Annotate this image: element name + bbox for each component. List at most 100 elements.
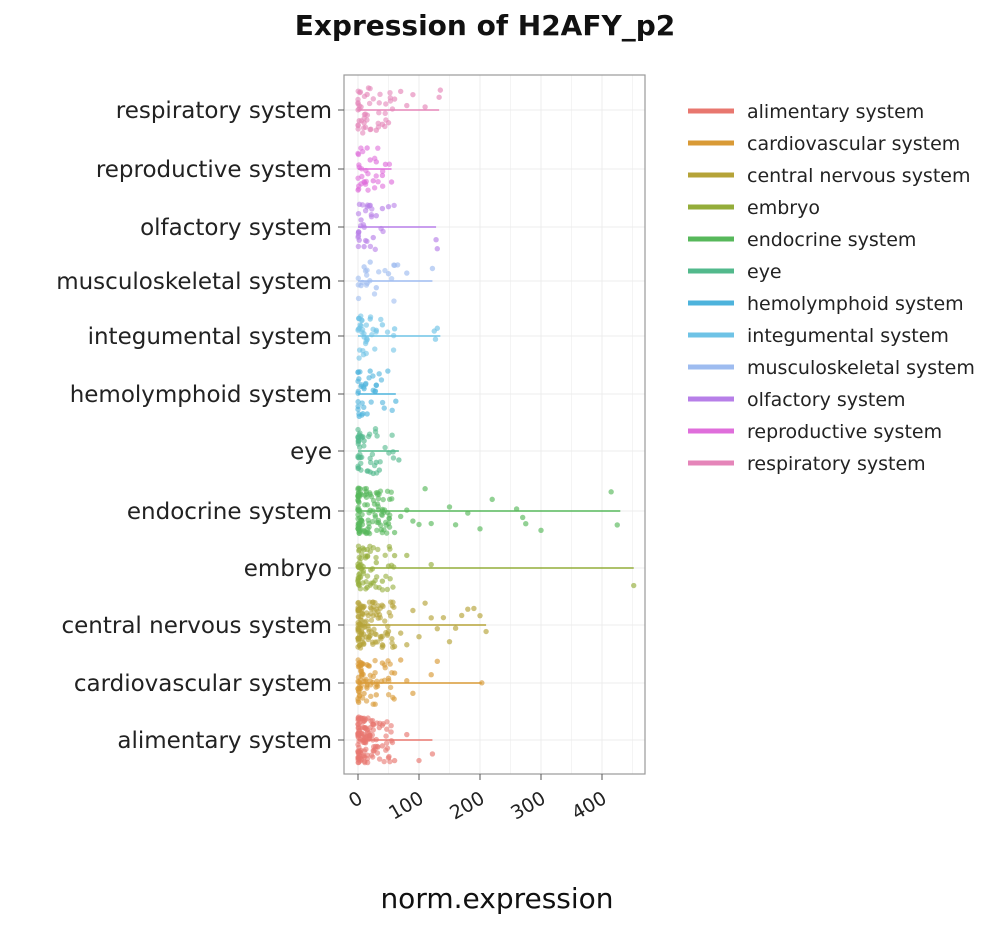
data-point [361, 438, 367, 444]
data-point [359, 511, 365, 518]
legend-item: alimentary system [688, 101, 924, 123]
data-point [523, 521, 529, 527]
data-point [356, 607, 362, 614]
y-tick-label: cardiovascular system [74, 671, 332, 697]
data-point [361, 547, 367, 553]
data-point [388, 737, 395, 744]
legend-item: embryo [688, 197, 820, 219]
data-point [428, 520, 434, 527]
data-point [358, 104, 364, 110]
data-point [387, 98, 394, 104]
data-point [374, 750, 381, 756]
data-point [440, 614, 447, 621]
data-point [394, 262, 401, 268]
data-point [361, 179, 367, 185]
data-point [370, 580, 376, 586]
data-point [387, 684, 394, 691]
data-point [379, 660, 386, 666]
data-point [362, 268, 369, 274]
data-point [387, 661, 393, 667]
data-point [358, 747, 364, 754]
data-point [372, 512, 378, 518]
data-point [372, 657, 378, 664]
data-point [355, 378, 361, 384]
data-point [376, 467, 383, 473]
data-point [477, 526, 483, 532]
data-point [379, 578, 386, 584]
data-point [355, 388, 362, 395]
data-point [608, 489, 614, 495]
legend-item: eye [688, 261, 782, 283]
data-point [379, 506, 386, 513]
data-point [379, 642, 386, 648]
legend-item: hemolymphoid system [688, 293, 964, 315]
data-point [379, 168, 386, 174]
data-point [388, 489, 394, 495]
data-point [381, 405, 387, 411]
data-point [422, 600, 428, 606]
data-point [374, 678, 380, 685]
data-point [360, 125, 367, 131]
series-alimentary-system [355, 714, 436, 766]
data-point [483, 628, 489, 635]
data-point [379, 743, 386, 749]
data-point [358, 666, 364, 672]
data-point [382, 161, 389, 168]
data-point [364, 145, 370, 151]
data-point [375, 495, 382, 502]
data-point [367, 126, 373, 133]
data-point [358, 661, 364, 668]
data-point [367, 507, 373, 513]
data-point [378, 678, 385, 684]
data-point [387, 613, 394, 619]
data-point [393, 398, 399, 404]
data-point [361, 641, 367, 648]
data-point [452, 625, 459, 631]
data-point [429, 265, 436, 272]
data-point [360, 671, 366, 678]
data-point [372, 743, 379, 750]
data-point [388, 275, 395, 282]
data-point [355, 406, 361, 413]
data-point [361, 385, 367, 392]
data-point [373, 611, 379, 618]
data-point [358, 460, 364, 467]
data-point [520, 514, 526, 521]
data-point [446, 504, 453, 510]
data-point [383, 101, 389, 107]
legend-label: embryo [747, 197, 820, 219]
data-point [390, 449, 396, 455]
data-point [367, 678, 373, 684]
data-point [391, 202, 397, 209]
data-point [376, 724, 383, 731]
data-point [429, 751, 436, 757]
data-point [373, 382, 379, 389]
data-point [374, 527, 380, 534]
data-point [374, 683, 381, 689]
data-point [446, 638, 453, 645]
data-point [404, 270, 410, 276]
data-point [390, 332, 397, 339]
data-point [365, 433, 372, 440]
data-point [355, 96, 361, 103]
data-point [388, 723, 394, 729]
data-point [370, 518, 376, 525]
series-reproductive-system [355, 145, 395, 193]
data-point [364, 280, 370, 286]
legend: alimentary system cardiovascular system ce… [688, 101, 975, 475]
data-point [390, 347, 397, 353]
data-point [384, 329, 391, 335]
data-point [355, 465, 361, 472]
data-point [373, 173, 379, 179]
data-point [379, 322, 386, 328]
data-point [359, 173, 365, 180]
data-point [364, 91, 370, 98]
data-point [362, 237, 369, 244]
data-point [388, 179, 395, 185]
data-point [368, 693, 374, 700]
data-point [377, 634, 384, 640]
legend-label: alimentary system [747, 101, 924, 123]
data-point [373, 559, 379, 566]
data-point [376, 269, 382, 275]
data-point [382, 444, 388, 451]
